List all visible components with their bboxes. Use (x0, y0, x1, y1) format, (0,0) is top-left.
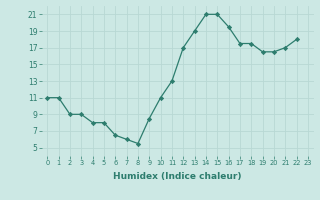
X-axis label: Humidex (Indice chaleur): Humidex (Indice chaleur) (113, 172, 242, 181)
